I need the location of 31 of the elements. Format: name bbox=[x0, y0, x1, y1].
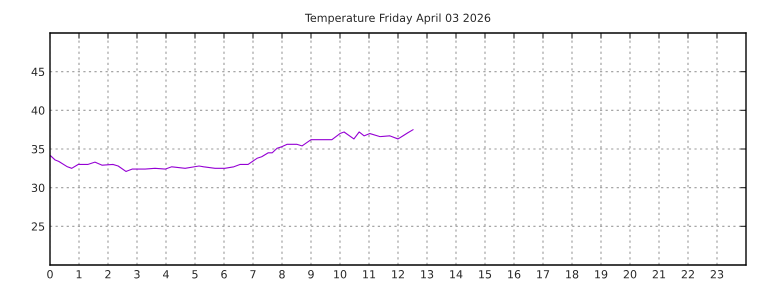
x-tick-label: 0 bbox=[47, 270, 53, 278]
x-tick-label: 18 bbox=[566, 270, 578, 278]
x-tick-label: 9 bbox=[308, 270, 314, 278]
x-tick-label: 21 bbox=[652, 270, 666, 278]
line-series bbox=[50, 129, 414, 172]
x-tick-label: 4 bbox=[163, 270, 169, 278]
x-tick-label: 11 bbox=[363, 270, 376, 278]
x-tick-label: 20 bbox=[624, 270, 636, 278]
x-tick-label: 2 bbox=[105, 270, 110, 278]
y-tick-label: 40 bbox=[32, 106, 44, 115]
y-tick-label: 35 bbox=[32, 144, 44, 154]
x-tick-label: 17 bbox=[537, 270, 550, 278]
x-tick-label: 3 bbox=[134, 270, 140, 278]
x-tick-label: 5 bbox=[192, 270, 198, 278]
x-tick-label: 19 bbox=[595, 270, 608, 278]
y-tick-label: 25 bbox=[32, 222, 44, 231]
y-tick-label: 30 bbox=[32, 184, 44, 192]
x-tick-label: 13 bbox=[421, 270, 434, 278]
x-tick-label: 15 bbox=[479, 270, 492, 278]
y-tick-label: 45 bbox=[32, 68, 44, 76]
chart-title: Temperature Friday April 03 2026 bbox=[304, 13, 490, 24]
x-tick-label: 22 bbox=[682, 270, 694, 278]
x-tick-label: 16 bbox=[508, 270, 520, 278]
x-tick-label: 8 bbox=[279, 270, 285, 278]
x-tick-label: 1 bbox=[76, 270, 82, 278]
x-tick-label: 7 bbox=[250, 270, 256, 278]
x-tick-label: 14 bbox=[450, 270, 462, 278]
x-tick-label: 23 bbox=[710, 270, 724, 278]
x-tick-label: 10 bbox=[334, 270, 346, 278]
x-tick-label: 12 bbox=[392, 270, 404, 278]
x-tick-label: 6 bbox=[221, 270, 227, 278]
